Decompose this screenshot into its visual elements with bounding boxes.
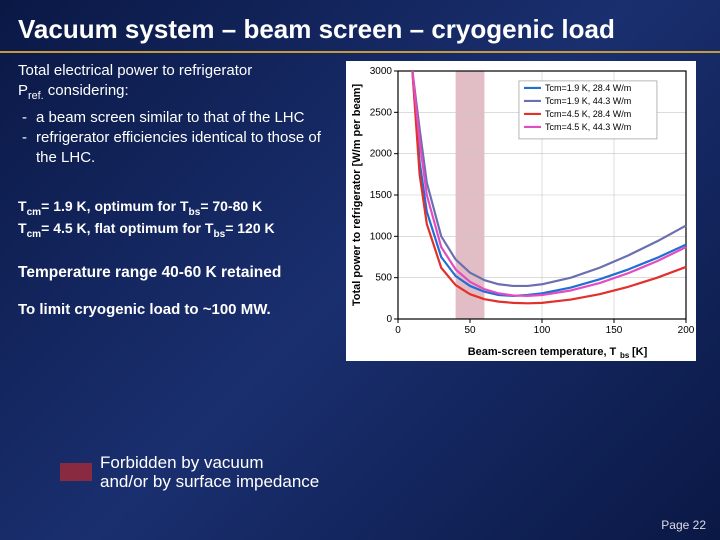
retained-line: Temperature range 40-60 K retained [18,263,338,284]
sub: bs [213,229,225,240]
svg-text:2500: 2500 [370,107,393,118]
end: = 70-80 K [200,198,262,214]
sub: bs [189,206,201,217]
optimum-block: Tcm= 1.9 K, optimum for Tbs= 70-80 K Tcm… [18,197,338,242]
optimum-line-2: Tcm= 4.5 K, flat optimum for Tbs= 120 K [18,219,338,241]
t: T [18,220,27,236]
svg-text:Tcm=4.5 K, 28.4 W/m: Tcm=4.5 K, 28.4 W/m [545,109,631,119]
end: = 120 K [225,220,274,236]
bullet2-text: refrigerator efficiencies identical to t… [36,128,338,169]
svg-text:[K]: [K] [632,346,648,358]
intro-para: Total electrical power to refrigerator P… [18,61,338,104]
forbidden-text: Forbidden by vacuum and/or by surface im… [100,453,319,492]
svg-text:200: 200 [678,325,695,336]
page-number: Page 22 [661,518,706,532]
svg-text:1500: 1500 [370,190,393,201]
chart-svg: 050100150200050010001500200025003000Beam… [346,61,696,361]
svg-text:0: 0 [395,325,401,336]
sub: cm [27,206,42,217]
svg-text:150: 150 [606,325,623,336]
svg-text:2000: 2000 [370,149,393,160]
limit-line: To limit cryogenic load to ~100 MW. [18,300,338,320]
svg-text:1000: 1000 [370,231,393,242]
t: T [18,198,27,214]
forbidden-legend: Forbidden by vacuum and/or by surface im… [60,453,319,492]
sub: cm [27,229,42,240]
svg-text:Beam-screen temperature, T: Beam-screen temperature, T [468,346,617,358]
bullet1-text: a beam screen similar to that of the LHC [36,108,304,128]
svg-text:Total power to refrigerator [W: Total power to refrigerator [W/m per bea… [351,84,363,307]
content-row: Total electrical power to refrigerator P… [0,61,720,361]
intro-pref-sub: ref. [28,90,44,102]
svg-text:0: 0 [386,314,392,325]
text-column: Total electrical power to refrigerator P… [18,61,338,361]
mid: = 1.9 K, optimum for T [41,198,188,214]
chart: 050100150200050010001500200025003000Beam… [346,61,696,361]
svg-text:50: 50 [464,325,476,336]
svg-text:Tcm=4.5 K, 44.3 W/m: Tcm=4.5 K, 44.3 W/m [545,122,631,132]
forbidden-swatch [60,463,92,481]
svg-text:500: 500 [375,273,392,284]
optimum-line-1: Tcm= 1.9 K, optimum for Tbs= 70-80 K [18,197,338,219]
dash-icon: - [22,108,36,128]
svg-text:3000: 3000 [370,66,393,77]
svg-text:Tcm=1.9 K, 28.4 W/m: Tcm=1.9 K, 28.4 W/m [545,83,631,93]
svg-text:bs: bs [620,351,630,360]
bullet-2: - refrigerator efficiencies identical to… [22,128,338,169]
bullet-1: - a beam screen similar to that of the L… [22,108,338,128]
intro-line1: Total electrical power to refrigerator [18,62,252,79]
mid: = 4.5 K, flat optimum for T [41,220,213,236]
svg-text:Tcm=1.9 K, 44.3 W/m: Tcm=1.9 K, 44.3 W/m [545,96,631,106]
dash-icon: - [22,128,36,169]
svg-text:100: 100 [534,325,551,336]
intro-pref-p: P [18,82,28,99]
page-title: Vacuum system – beam screen – cryogenic … [0,0,720,53]
line1: Forbidden by vacuum [100,453,263,472]
line2: and/or by surface impedance [100,472,319,491]
intro-pref-rest: considering: [44,82,129,99]
